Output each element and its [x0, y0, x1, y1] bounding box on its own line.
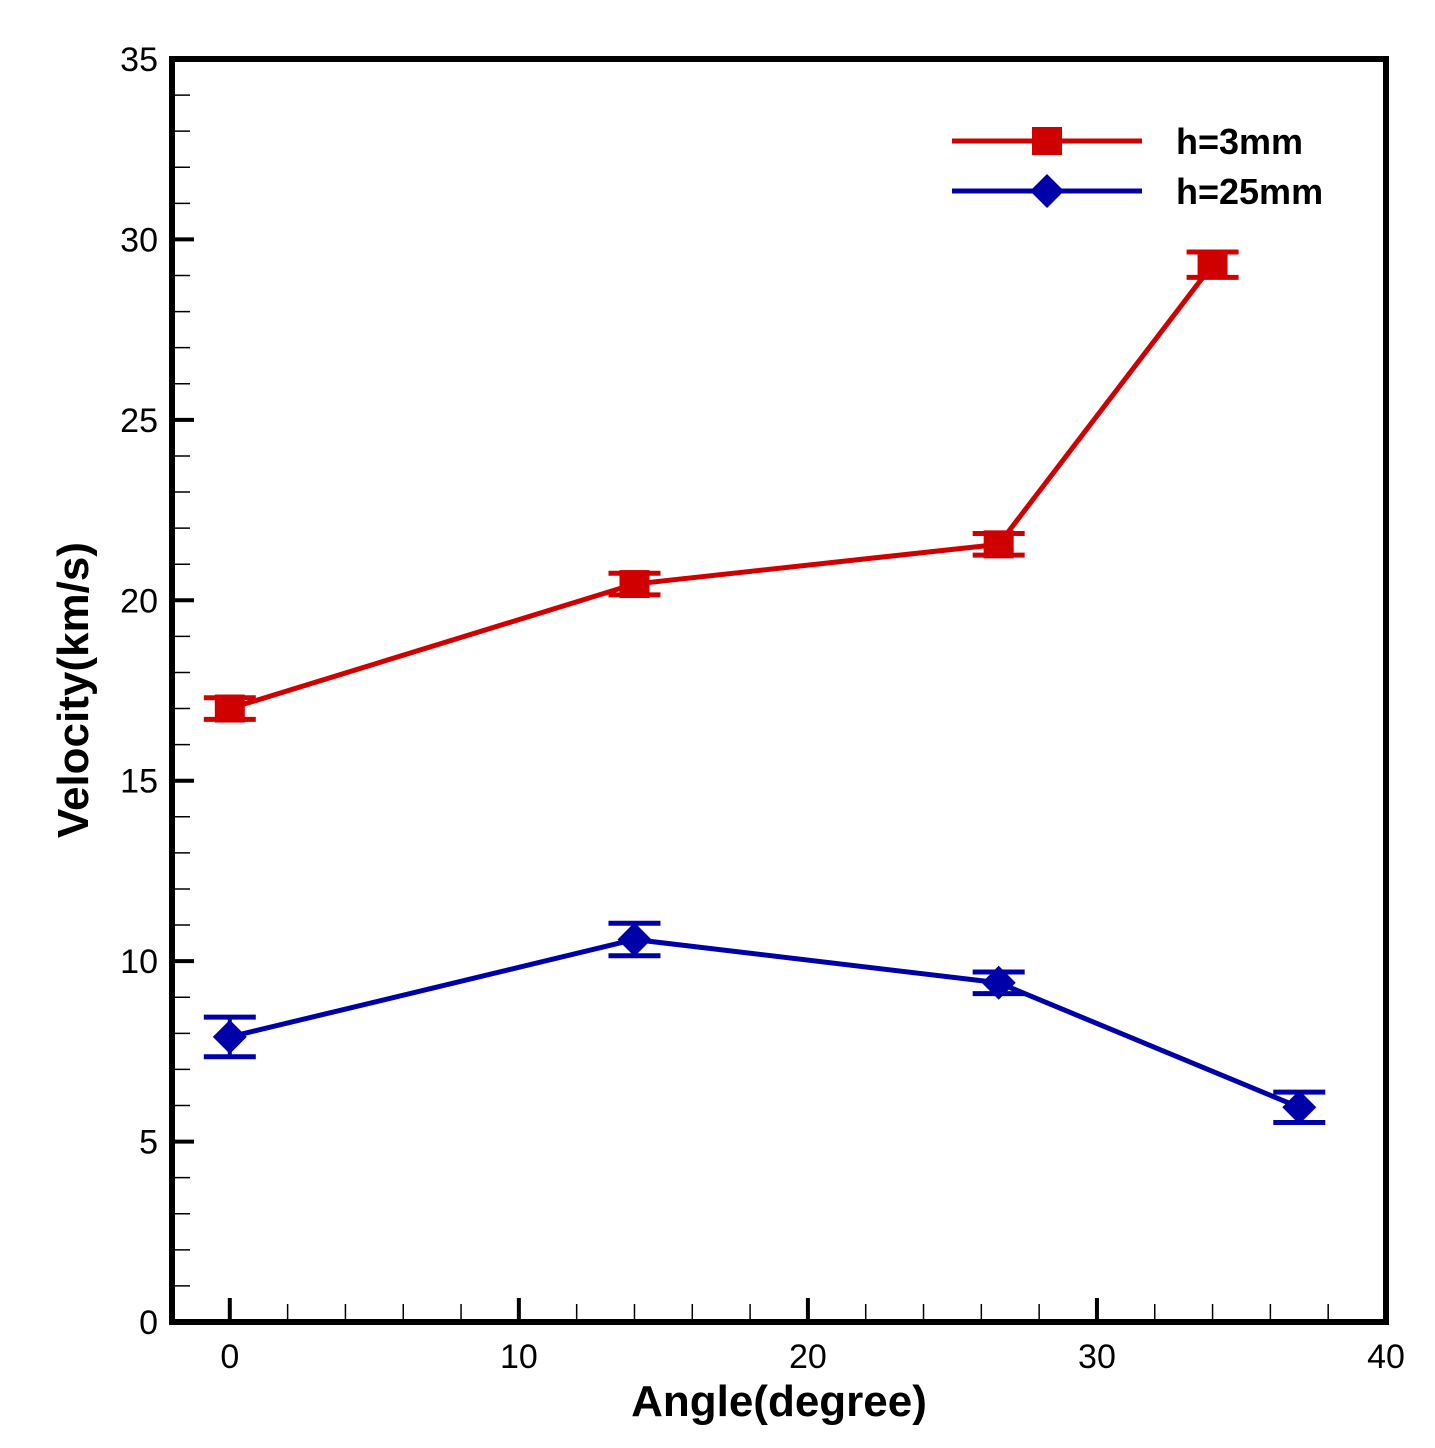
y-tick-label: 25	[120, 402, 158, 440]
y-tick-label: 35	[120, 41, 158, 79]
tick-labels: 0 5 10 15 20 25 30 35 0 10 20 30 40	[120, 41, 1405, 1376]
legend-label: h=25mm	[1176, 171, 1323, 212]
series-h3mm	[203, 249, 1239, 723]
legend: h=3mm h=25mm	[952, 121, 1323, 212]
data-point	[212, 1019, 247, 1054]
x-tick-label: 40	[1367, 1338, 1405, 1376]
y-tick-label: 20	[120, 582, 158, 620]
y-tick-label: 10	[120, 943, 158, 981]
x-tick-label: 0	[220, 1338, 239, 1376]
data-point	[983, 530, 1014, 559]
y-tick-label: 30	[120, 221, 158, 259]
data-point	[1282, 1090, 1317, 1125]
legend-marker	[1032, 127, 1062, 155]
y-tick-label: 15	[120, 763, 158, 801]
series-layer	[203, 249, 1326, 1125]
data-point	[619, 570, 650, 599]
x-axis-title: Angle(degree)	[631, 1377, 927, 1426]
y-tick-label: 5	[139, 1124, 158, 1162]
data-point	[214, 694, 245, 723]
series-h25mm	[203, 920, 1326, 1125]
y-tick-label: 0	[139, 1304, 158, 1342]
minor-ticks	[172, 94, 1329, 1322]
data-point	[1197, 250, 1228, 279]
x-tick-label: 30	[1078, 1338, 1116, 1376]
series-line	[229, 263, 1215, 711]
legend-marker	[1030, 174, 1064, 208]
legend-label: h=3mm	[1176, 121, 1303, 162]
x-tick-label: 20	[789, 1338, 827, 1376]
series-line	[229, 936, 1301, 1110]
plot-frame	[169, 56, 1389, 1325]
major-ticks	[172, 57, 1388, 1324]
data-point	[981, 965, 1016, 1000]
x-tick-label: 10	[500, 1338, 538, 1376]
data-point	[617, 922, 652, 957]
y-axis-title: Velocity(km/s)	[49, 542, 98, 838]
